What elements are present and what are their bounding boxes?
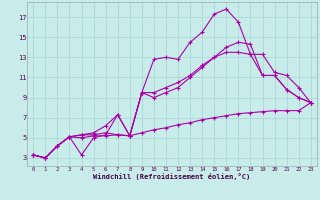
X-axis label: Windchill (Refroidissement éolien,°C): Windchill (Refroidissement éolien,°C) (93, 173, 251, 180)
